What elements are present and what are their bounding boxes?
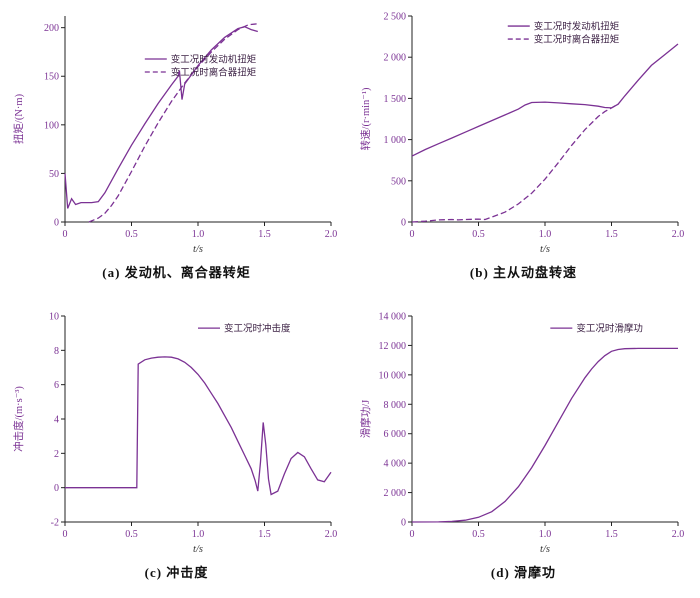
axes (64, 316, 331, 523)
x-tick-label: 0 (62, 229, 67, 240)
y-axis-title: 扭矩/(N·m) (12, 93, 25, 144)
y-tick-label: 12 000 (378, 341, 406, 352)
legend-label: 变工况时冲击度 (224, 323, 291, 335)
x-tick-label: 0 (409, 529, 414, 540)
x-axis: 0 0.5 1.0 1.5 2.0 (62, 522, 337, 540)
y-tick-label: 4 (54, 415, 59, 426)
x-tick-label: 0.5 (472, 529, 485, 540)
y-tick-label: 150 (44, 72, 59, 83)
legend-label: 变工况时离合器扭矩 (170, 67, 256, 79)
legend: 变工况时冲击度 (197, 323, 291, 335)
y-tick-label: 50 (49, 169, 59, 180)
y-tick-label: 100 (44, 120, 59, 131)
y-axis-title: 冲击度/(m·s⁻³) (12, 386, 25, 452)
x-axis: 0 0.5 1.0 1.5 2.0 (409, 222, 684, 240)
series-变工况时发动机扭矩 (411, 43, 678, 157)
x-tick-label: 2.0 (324, 229, 337, 240)
y-tick-label: 200 (44, 23, 59, 34)
x-axis-title: t/s (193, 544, 203, 555)
axes (411, 316, 678, 523)
axes (64, 16, 331, 223)
x-axis-title: t/s (540, 244, 550, 255)
chart-c-canvas: -2 0 2 4 6 8 10 0 0.5 1.0 1.5 2.0 冲击度/(m·s⁻³) t/s 变工况时… (9, 306, 345, 558)
y-tick-label: 1 000 (383, 135, 406, 146)
y-tick-label: -2 (50, 518, 58, 529)
series-变工况时离合器扭矩 (88, 23, 258, 223)
y-tick-label: 500 (391, 176, 406, 187)
y-axis-title: 转速/(r·min⁻¹) (359, 87, 372, 150)
x-tick-label: 1.0 (191, 229, 204, 240)
y-tick-label: 2 500 (383, 12, 406, 23)
y-tick-label: 2 000 (383, 488, 406, 499)
x-tick-label: 1.5 (258, 229, 271, 240)
x-tick-label: 0.5 (472, 229, 485, 240)
chart-a-canvas: 0 50 100 150 200 0 0.5 1.0 1.5 2.0 扭矩/(N·m) t/s 变工况时… (9, 6, 345, 258)
y-tick-label: 2 (54, 449, 59, 460)
y-tick-label: 0 (54, 218, 59, 229)
y-tick-label: 8 (54, 346, 59, 357)
series-变工况时冲击度 (64, 356, 332, 496)
x-tick-label: 1.0 (538, 229, 551, 240)
plot-svg: 0 500 1 000 1 500 2 000 2 500 0 0.5 1.0 1.5 2.0 转速/… (359, 12, 684, 256)
legend: 变工况时滑摩功 (549, 323, 643, 335)
plot-svg: 0 50 100 150 200 0 0.5 1.0 1.5 2.0 扭矩/(N·m) t/s 变工况时… (12, 16, 337, 255)
caption-a: (a) 发动机、离合器转矩 (102, 265, 251, 280)
series-变工况时滑摩功 (411, 347, 678, 523)
x-tick-label: 2.0 (671, 229, 684, 240)
caption-d: (d) 滑摩功 (490, 565, 557, 580)
legend-label: 变工况时发动机扭矩 (533, 21, 619, 33)
x-tick-label: 0.5 (125, 529, 138, 540)
plot-svg: -2 0 2 4 6 8 10 0 0.5 1.0 1.5 2.0 冲击度/(m·s⁻³) t/s 变工况时… (12, 312, 337, 556)
y-axis: -2 0 2 4 6 8 10 (49, 312, 65, 529)
series-变工况时离合器扭矩 (411, 103, 618, 223)
x-axis: 0 0.5 1.0 1.5 2.0 (62, 222, 337, 240)
legend-label: 变工况时发动机扭矩 (170, 54, 256, 66)
x-axis: 0 0.5 1.0 1.5 2.0 (409, 522, 684, 540)
x-axis-title: t/s (193, 244, 203, 255)
x-axis-title: t/s (540, 544, 550, 555)
y-tick-label: 2 000 (383, 53, 406, 64)
x-tick-label: 0.5 (125, 229, 138, 240)
caption-c: (c) 冲击度 (144, 565, 209, 580)
series-变工况时发动机扭矩 (63, 26, 258, 209)
y-tick-label: 1 500 (383, 94, 406, 105)
chart-a-engine-clutch-torque: 0 50 100 150 200 0 0.5 1.0 1.5 2.0 扭矩/(N·m) t/s 变工况时… (6, 6, 347, 292)
y-axis: 0 2 000 4 000 6 000 8 000 10 000 12 000 14 000 (378, 312, 412, 529)
x-tick-label: 1.5 (605, 229, 618, 240)
chart-b-plate-speed: 0 500 1 000 1 500 2 000 2 500 0 0.5 1.0 1.5 2.0 转速/… (353, 6, 694, 292)
y-tick-label: 10 000 (378, 370, 406, 381)
x-tick-label: 2.0 (324, 529, 337, 540)
chart-b-canvas: 0 500 1 000 1 500 2 000 2 500 0 0.5 1.0 1.5 2.0 转速/… (356, 6, 692, 258)
caption-b: (b) 主从动盘转速 (469, 265, 578, 280)
legend-label: 变工况时离合器扭矩 (533, 34, 619, 46)
x-tick-label: 1.0 (538, 529, 551, 540)
axes (411, 16, 678, 223)
x-tick-label: 2.0 (671, 529, 684, 540)
x-tick-label: 1.0 (191, 529, 204, 540)
y-axis-title: 滑摩功/J (359, 400, 372, 439)
x-tick-label: 1.5 (258, 529, 271, 540)
y-tick-label: 8 000 (383, 400, 406, 411)
y-tick-label: 6 (54, 380, 59, 391)
chart-c-jerk: -2 0 2 4 6 8 10 0 0.5 1.0 1.5 2.0 冲击度/(m·s⁻³) t/s 变工况时… (6, 306, 347, 592)
y-tick-label: 0 (401, 218, 406, 229)
y-tick-label: 10 (49, 312, 59, 323)
y-tick-label: 14 000 (378, 312, 406, 323)
y-tick-label: 0 (401, 518, 406, 529)
y-axis: 0 50 100 150 200 (44, 23, 65, 229)
y-tick-label: 6 000 (383, 429, 406, 440)
x-tick-label: 0 (62, 529, 67, 540)
y-tick-label: 0 (54, 483, 59, 494)
x-tick-label: 1.5 (605, 529, 618, 540)
y-axis: 0 500 1 000 1 500 2 000 2 500 (383, 12, 412, 229)
x-tick-label: 0 (409, 229, 414, 240)
y-tick-label: 4 000 (383, 459, 406, 470)
legend-label: 变工况时滑摩功 (576, 323, 643, 335)
